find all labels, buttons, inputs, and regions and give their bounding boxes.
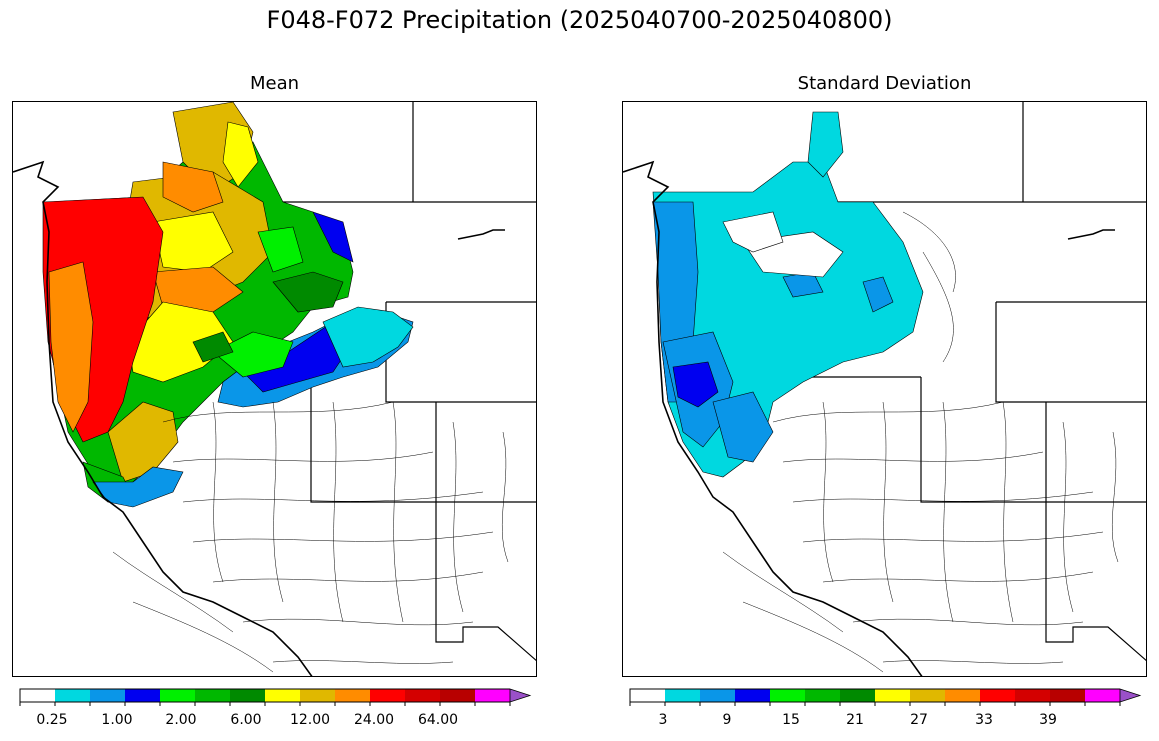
stddev-colorbar-segment — [980, 689, 1016, 702]
mean-colorbar-segment — [20, 689, 56, 702]
stddev-tick-label: 3 — [658, 712, 668, 728]
stddev-colorbar-segment — [910, 689, 946, 702]
stddev-colorbar-segment — [630, 689, 666, 702]
stddev-tick-label: 21 — [846, 712, 864, 728]
stddev-tick-label: 27 — [910, 712, 928, 728]
mean-tick-label: 2.00 — [165, 712, 197, 728]
coastline — [623, 160, 1115, 676]
mean-colorbar-svg — [19, 688, 532, 706]
precip-fill — [42, 102, 414, 508]
stddev-map — [622, 101, 1147, 677]
mean-colorbar-segment — [440, 689, 476, 702]
stddev-colorbar-segment — [1015, 689, 1051, 702]
mean-tick-label: 12.00 — [289, 712, 331, 728]
figure-title: F048-F072 Precipitation (2025040700-2025… — [266, 6, 893, 34]
mean-tick-label: 6.00 — [230, 712, 262, 728]
mean-colorbar-segment — [160, 689, 196, 702]
mean-colorbar-segment — [475, 689, 511, 702]
mean-tick-label: 0.25 — [36, 712, 68, 728]
mean-tick-label: 24.00 — [353, 712, 395, 728]
stddev-panel-title: Standard Deviation — [797, 73, 972, 94]
mean-colorbar — [19, 688, 532, 706]
stddev-colorbar-segment — [665, 689, 701, 702]
watershed-lines — [112, 401, 509, 673]
mean-panel-title: Mean — [249, 73, 300, 94]
stddev-colorbar-segment — [700, 689, 736, 702]
mean-map — [12, 101, 537, 677]
stddev-tick-label: 39 — [1039, 712, 1057, 728]
stddev-colorbar-segment — [770, 689, 806, 702]
mean-colorbar-segment — [335, 689, 371, 702]
mean-colorbar-segment — [265, 689, 301, 702]
watershed-lines — [722, 211, 1119, 673]
stddev-colorbar-segment — [805, 689, 841, 702]
mean-colorbar-segment — [370, 689, 406, 702]
stddev-fill — [652, 111, 924, 478]
stddev-colorbar-segment — [1085, 689, 1121, 702]
stddev-colorbar-extend-arrow — [1119, 688, 1142, 703]
mean-colorbar-segment — [195, 689, 231, 702]
stddev-colorbar-segment — [840, 689, 876, 702]
stddev-colorbar-segment — [945, 689, 981, 702]
stddev-map-svg — [623, 102, 1146, 676]
mean-tick-label: 64.00 — [417, 712, 459, 728]
stddev-colorbar-segment — [875, 689, 911, 702]
coastline — [13, 160, 505, 676]
mean-colorbar-segment — [90, 689, 126, 702]
stddev-colorbar-svg — [629, 688, 1142, 706]
mean-colorbar-segment — [125, 689, 161, 702]
mean-colorbar-segment — [405, 689, 441, 702]
stddev-colorbar-segment — [1050, 689, 1086, 702]
stddev-tick-label: 9 — [722, 712, 732, 728]
mean-colorbar-extend-arrow — [509, 688, 532, 703]
stddev-tick-label: 15 — [782, 712, 800, 728]
mean-colorbar-segment — [300, 689, 336, 702]
stddev-tick-label: 33 — [975, 712, 993, 728]
stddev-colorbar — [629, 688, 1142, 706]
mean-map-svg — [13, 102, 536, 676]
stddev-colorbar-segment — [735, 689, 771, 702]
mean-colorbar-segment — [230, 689, 266, 702]
mean-colorbar-segment — [55, 689, 91, 702]
mean-tick-label: 1.00 — [101, 712, 133, 728]
